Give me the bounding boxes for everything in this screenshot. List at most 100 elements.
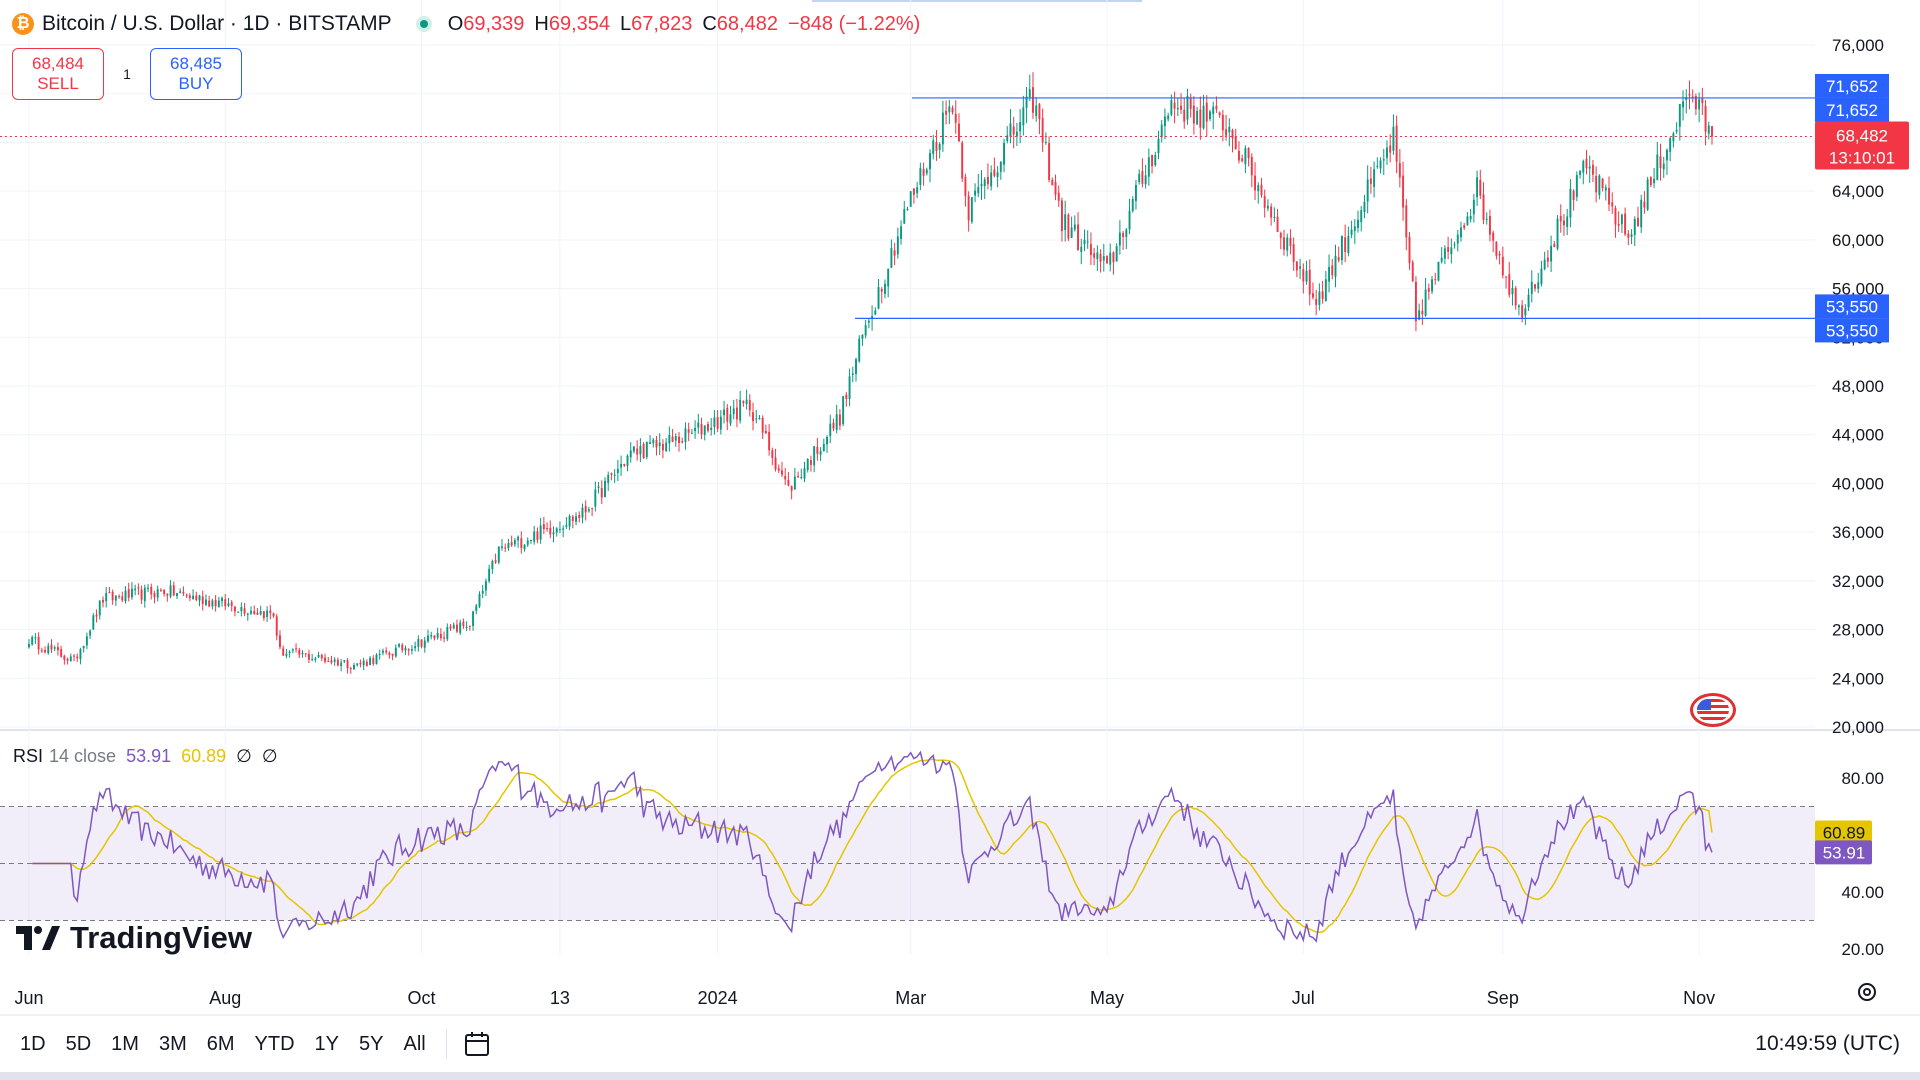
candle-body bbox=[655, 439, 658, 448]
sell-button[interactable]: 68,484 SELL bbox=[12, 48, 104, 100]
range-3m[interactable]: 3M bbox=[158, 1032, 187, 1055]
candle-body bbox=[1019, 122, 1022, 132]
range-all[interactable]: All bbox=[403, 1032, 426, 1055]
utc-clock[interactable]: 10:49:59 (UTC) bbox=[1755, 1032, 1900, 1055]
candle-body bbox=[1125, 229, 1128, 238]
buy-button[interactable]: 68,485 BUY bbox=[150, 48, 242, 100]
calendar-goto-icon[interactable] bbox=[461, 1028, 493, 1060]
candle-body bbox=[1112, 252, 1115, 263]
candle-body bbox=[1469, 216, 1472, 220]
candle-body bbox=[201, 596, 204, 605]
candle-body bbox=[1485, 218, 1488, 220]
symbol-title[interactable]: Bitcoin / U.S. Dollar · 1D · BITSTAMP bbox=[42, 12, 392, 35]
candle-body bbox=[848, 376, 851, 399]
level-price-label: 71,652 bbox=[1826, 77, 1878, 96]
candle-body bbox=[1505, 276, 1508, 278]
candle-body bbox=[1154, 155, 1157, 166]
range-ytd[interactable]: YTD bbox=[254, 1032, 295, 1055]
candle-body bbox=[530, 539, 532, 541]
candle-body bbox=[301, 653, 304, 655]
candle-body bbox=[993, 169, 996, 176]
candle-body bbox=[1450, 247, 1453, 255]
candle-body bbox=[1675, 129, 1678, 132]
rsi-y-tick-label: 40.00 bbox=[1841, 883, 1884, 902]
rsi-legend[interactable]: RSI 14 close 53.91 60.89 ∅ ∅ bbox=[13, 746, 278, 767]
candle-body bbox=[1595, 176, 1598, 193]
candle-body bbox=[932, 140, 935, 154]
candle-body bbox=[1363, 201, 1366, 213]
candle-body bbox=[134, 588, 137, 591]
candle-body bbox=[85, 636, 88, 646]
range-5y[interactable]: 5Y bbox=[359, 1032, 384, 1055]
y-tick-label: 28,000 bbox=[1832, 621, 1884, 640]
candle-body bbox=[1653, 178, 1656, 184]
range-5d[interactable]: 5D bbox=[65, 1032, 92, 1055]
candle-body bbox=[1357, 219, 1359, 228]
candle-body bbox=[1212, 106, 1215, 115]
candle-body bbox=[748, 400, 751, 411]
candle-body bbox=[716, 417, 719, 429]
range-1d[interactable]: 1D bbox=[20, 1032, 46, 1055]
toolbar-divider bbox=[445, 1029, 447, 1059]
candle-body bbox=[1598, 175, 1601, 196]
candle-body bbox=[1698, 99, 1701, 110]
candle-body bbox=[723, 409, 726, 416]
rsi-params: 14 close bbox=[49, 746, 117, 766]
buy-price: 68,485 bbox=[170, 54, 222, 73]
candle-body bbox=[1138, 173, 1141, 182]
candle-body bbox=[623, 463, 626, 466]
tradingview-logo[interactable]: TradingView bbox=[16, 920, 252, 956]
level-price-label: 71,652 bbox=[1826, 101, 1878, 120]
candle-body bbox=[1331, 265, 1334, 276]
candle-body bbox=[764, 430, 767, 434]
candle-body bbox=[961, 142, 964, 179]
candle-body bbox=[1421, 310, 1424, 315]
candle-body bbox=[1064, 214, 1067, 231]
candle-body bbox=[1093, 253, 1096, 258]
x-tick-label: 2024 bbox=[698, 988, 738, 1008]
candle-body bbox=[1369, 178, 1372, 184]
candle-body bbox=[1537, 282, 1540, 289]
candle-body bbox=[1115, 246, 1118, 262]
bitcoin-icon[interactable]: ₿ bbox=[12, 13, 34, 35]
candle-body bbox=[262, 611, 265, 619]
candle-body bbox=[1447, 247, 1450, 252]
candle-body bbox=[1315, 299, 1318, 305]
candle-body bbox=[967, 195, 970, 221]
candle-body bbox=[819, 451, 822, 455]
candle-body bbox=[307, 653, 310, 660]
candle-body bbox=[1546, 257, 1549, 262]
candle-body bbox=[668, 435, 671, 444]
candle-body bbox=[742, 401, 745, 404]
candle-body bbox=[475, 605, 478, 611]
y-tick-label: 76,000 bbox=[1832, 36, 1884, 55]
range-1y[interactable]: 1Y bbox=[314, 1032, 340, 1055]
candle-body bbox=[1228, 126, 1231, 133]
candle-body bbox=[211, 600, 214, 607]
candle-body bbox=[1411, 262, 1414, 281]
candle-body bbox=[1089, 244, 1092, 256]
candle-body bbox=[1077, 224, 1080, 250]
candle-body bbox=[1163, 116, 1166, 127]
range-1m[interactable]: 1M bbox=[111, 1032, 139, 1055]
range-6m[interactable]: 6M bbox=[206, 1032, 235, 1055]
candle-body bbox=[1659, 156, 1662, 169]
candle-body bbox=[427, 635, 429, 642]
candle-body bbox=[883, 283, 886, 294]
us-flag-event-icon[interactable] bbox=[1690, 693, 1736, 727]
candle-body bbox=[681, 441, 684, 443]
candle-body bbox=[1550, 245, 1553, 262]
candle-body bbox=[1041, 118, 1044, 143]
y-tick-label: 20,000 bbox=[1832, 718, 1884, 737]
candle-body bbox=[533, 531, 536, 542]
candle-body bbox=[288, 651, 291, 653]
x-tick-label: Sep bbox=[1487, 988, 1519, 1008]
candle-body bbox=[707, 423, 709, 431]
settings-gear-icon[interactable] bbox=[1855, 980, 1879, 1004]
market-open-icon bbox=[415, 16, 432, 32]
rsi-na-2: ∅ bbox=[261, 746, 278, 766]
candle-body bbox=[903, 209, 906, 224]
candle-body bbox=[169, 585, 172, 597]
candle-body bbox=[1144, 175, 1147, 185]
